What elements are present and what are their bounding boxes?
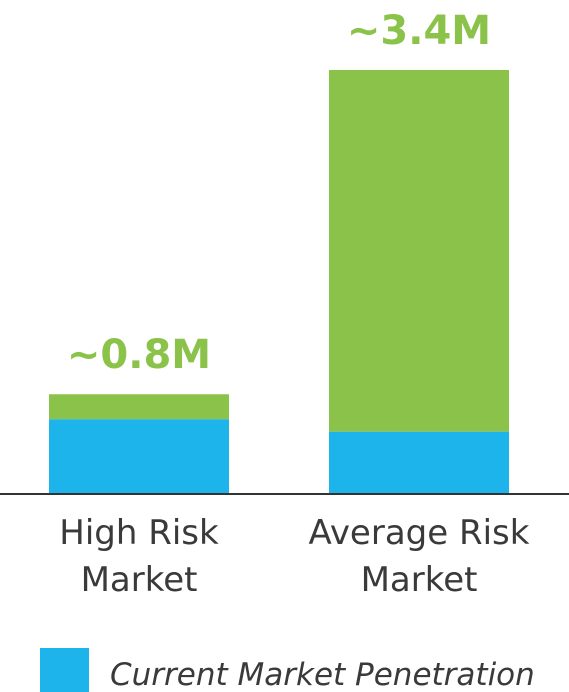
bar-total-label-0: ~0.8M xyxy=(67,332,211,378)
bars-group xyxy=(49,70,509,494)
category-label-1-line-1: Market xyxy=(361,560,478,600)
bar-segment-current-penetration-1 xyxy=(329,431,509,494)
bar-total-label-1: ~3.4M xyxy=(347,8,491,54)
category-labels-group: High Risk Market Average Risk Market xyxy=(59,513,529,600)
legend: Current Market Penetration xyxy=(40,648,535,692)
category-label-1-line-0: Average Risk xyxy=(309,513,530,553)
category-label-0-line-1: Market xyxy=(81,560,198,600)
total-labels-group: ~0.8M ~3.4M xyxy=(67,8,491,378)
legend-swatch xyxy=(40,648,89,692)
category-label-0-line-0: High Risk xyxy=(59,513,219,553)
bar-segment-current-penetration-0 xyxy=(49,419,229,494)
legend-label: Current Market Penetration xyxy=(110,657,535,692)
bar-segment-remaining-1 xyxy=(329,70,509,432)
bar-segment-remaining-0 xyxy=(49,394,229,420)
